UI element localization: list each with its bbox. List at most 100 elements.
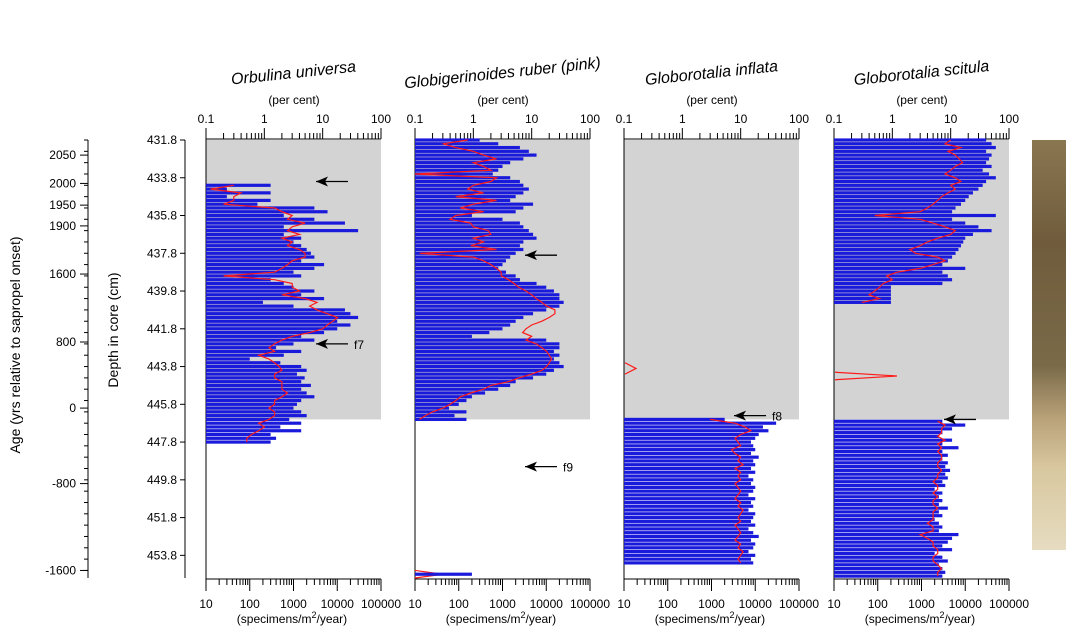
- flux-bar: [206, 229, 359, 233]
- flux-bar: [834, 221, 966, 225]
- depth-tick-label: 449.8: [147, 473, 177, 487]
- annotation-arrow: [525, 250, 557, 261]
- bottom-tick-label: 10000: [949, 597, 983, 611]
- flux-bar: [624, 534, 759, 539]
- arrow-label: f9: [563, 461, 573, 475]
- flux-bar: [415, 247, 524, 252]
- flux-bar: [834, 225, 979, 229]
- annotation-arrow: f9: [525, 461, 573, 475]
- flux-bar: [415, 217, 503, 221]
- flux-bar: [415, 176, 511, 180]
- depth-tick-label: 435.8: [147, 209, 177, 223]
- annotation-arrow: [316, 176, 348, 187]
- flux-bar: [415, 168, 499, 172]
- flux-bar: [206, 217, 315, 221]
- flux-bar: [415, 145, 520, 150]
- arrow-head: [316, 338, 328, 349]
- flux-bar: [206, 251, 311, 255]
- percent-line: [918, 420, 947, 577]
- flux-bar: [834, 566, 943, 571]
- flux-bar: [206, 432, 271, 437]
- flux-bar: [206, 376, 305, 380]
- depth-axis-label: Depth in core (cm): [105, 272, 121, 387]
- depth-tick-label: 441.8: [147, 322, 177, 336]
- flux-bar: [206, 346, 277, 350]
- flux-bar: [206, 364, 302, 369]
- flux-bar: [415, 251, 516, 255]
- flux-bar: [834, 206, 956, 210]
- flux-bar: [415, 164, 503, 169]
- flux-bar: [415, 308, 547, 312]
- top-axis-label: (per cent): [896, 93, 947, 107]
- flux-bar: [624, 482, 752, 486]
- bottom-tick-label: 10: [617, 597, 631, 611]
- flux-bar: [415, 368, 554, 372]
- top-tick-label: 10: [944, 112, 958, 126]
- flux-bar: [415, 323, 511, 327]
- flux-bar: [415, 383, 511, 388]
- flux-bar: [834, 210, 953, 214]
- flux-bar: [415, 364, 564, 369]
- percent-line-spike: [834, 371, 897, 381]
- flux-bar: [206, 387, 302, 391]
- panel-title: Orbulina universa: [230, 59, 357, 89]
- flux-bar: [834, 555, 943, 559]
- flux-bar: [834, 213, 996, 218]
- flux-bar: [206, 300, 263, 304]
- flux-bar: [206, 368, 307, 372]
- flux-bar: [834, 274, 948, 278]
- flux-bar: [415, 263, 503, 267]
- bottom-tick-label: 10: [827, 597, 841, 611]
- flux-bar: [834, 457, 943, 461]
- top-tick-label: 0.1: [616, 112, 633, 126]
- flux-bar: [415, 300, 564, 304]
- flux-bar: [834, 296, 891, 301]
- flux-bar: [415, 266, 499, 270]
- flux-bar: [206, 274, 302, 278]
- percent-line: [861, 139, 964, 303]
- flux-bar: [834, 551, 935, 556]
- flux-bar: [624, 444, 754, 448]
- flux-bar: [206, 425, 281, 429]
- percent-line: [210, 184, 339, 443]
- age-tick-label: 1900: [49, 219, 76, 233]
- flux-bar: [834, 438, 953, 442]
- flux-bar: [834, 563, 939, 567]
- flux-bar: [624, 557, 752, 561]
- flux-bar: [415, 387, 499, 391]
- flux-bar: [624, 429, 769, 433]
- flux-bar: [415, 304, 560, 308]
- flux-bar: [206, 236, 302, 240]
- flux-bar: [834, 423, 966, 427]
- flux-bar: [624, 459, 754, 463]
- top-axis-label: (per cent): [686, 93, 737, 107]
- flux-bar: [206, 410, 302, 414]
- flux-bar: [415, 327, 503, 331]
- flux-bar: [206, 225, 284, 229]
- flux-bar: [206, 285, 294, 289]
- flux-bar: [834, 498, 943, 503]
- flux-bar: [206, 206, 315, 210]
- flux-bar: [834, 419, 943, 423]
- flux-bar: [206, 195, 227, 199]
- flux-bar: [834, 183, 983, 187]
- flux-bar: [415, 281, 537, 286]
- flux-bar: [624, 500, 752, 505]
- flux-bar: [206, 304, 294, 308]
- flux-bar: [834, 251, 956, 255]
- flux-bar: [834, 153, 992, 157]
- flux-bar: [624, 515, 754, 520]
- flux-bar: [834, 427, 953, 431]
- flux-bar: [834, 164, 992, 169]
- bottom-tick-label: 1000: [908, 597, 935, 611]
- flux-bar: [415, 179, 520, 184]
- bottom-axis-label: (specimens/m2/year): [655, 610, 765, 626]
- flux-bar: [415, 229, 529, 233]
- bottom-tick-label: 10000: [530, 597, 564, 611]
- flux-bar: [206, 247, 307, 252]
- flux-bar: [415, 380, 516, 384]
- flux-bar: [206, 315, 359, 320]
- flux-bar: [206, 398, 302, 403]
- flux-bar: [834, 442, 943, 446]
